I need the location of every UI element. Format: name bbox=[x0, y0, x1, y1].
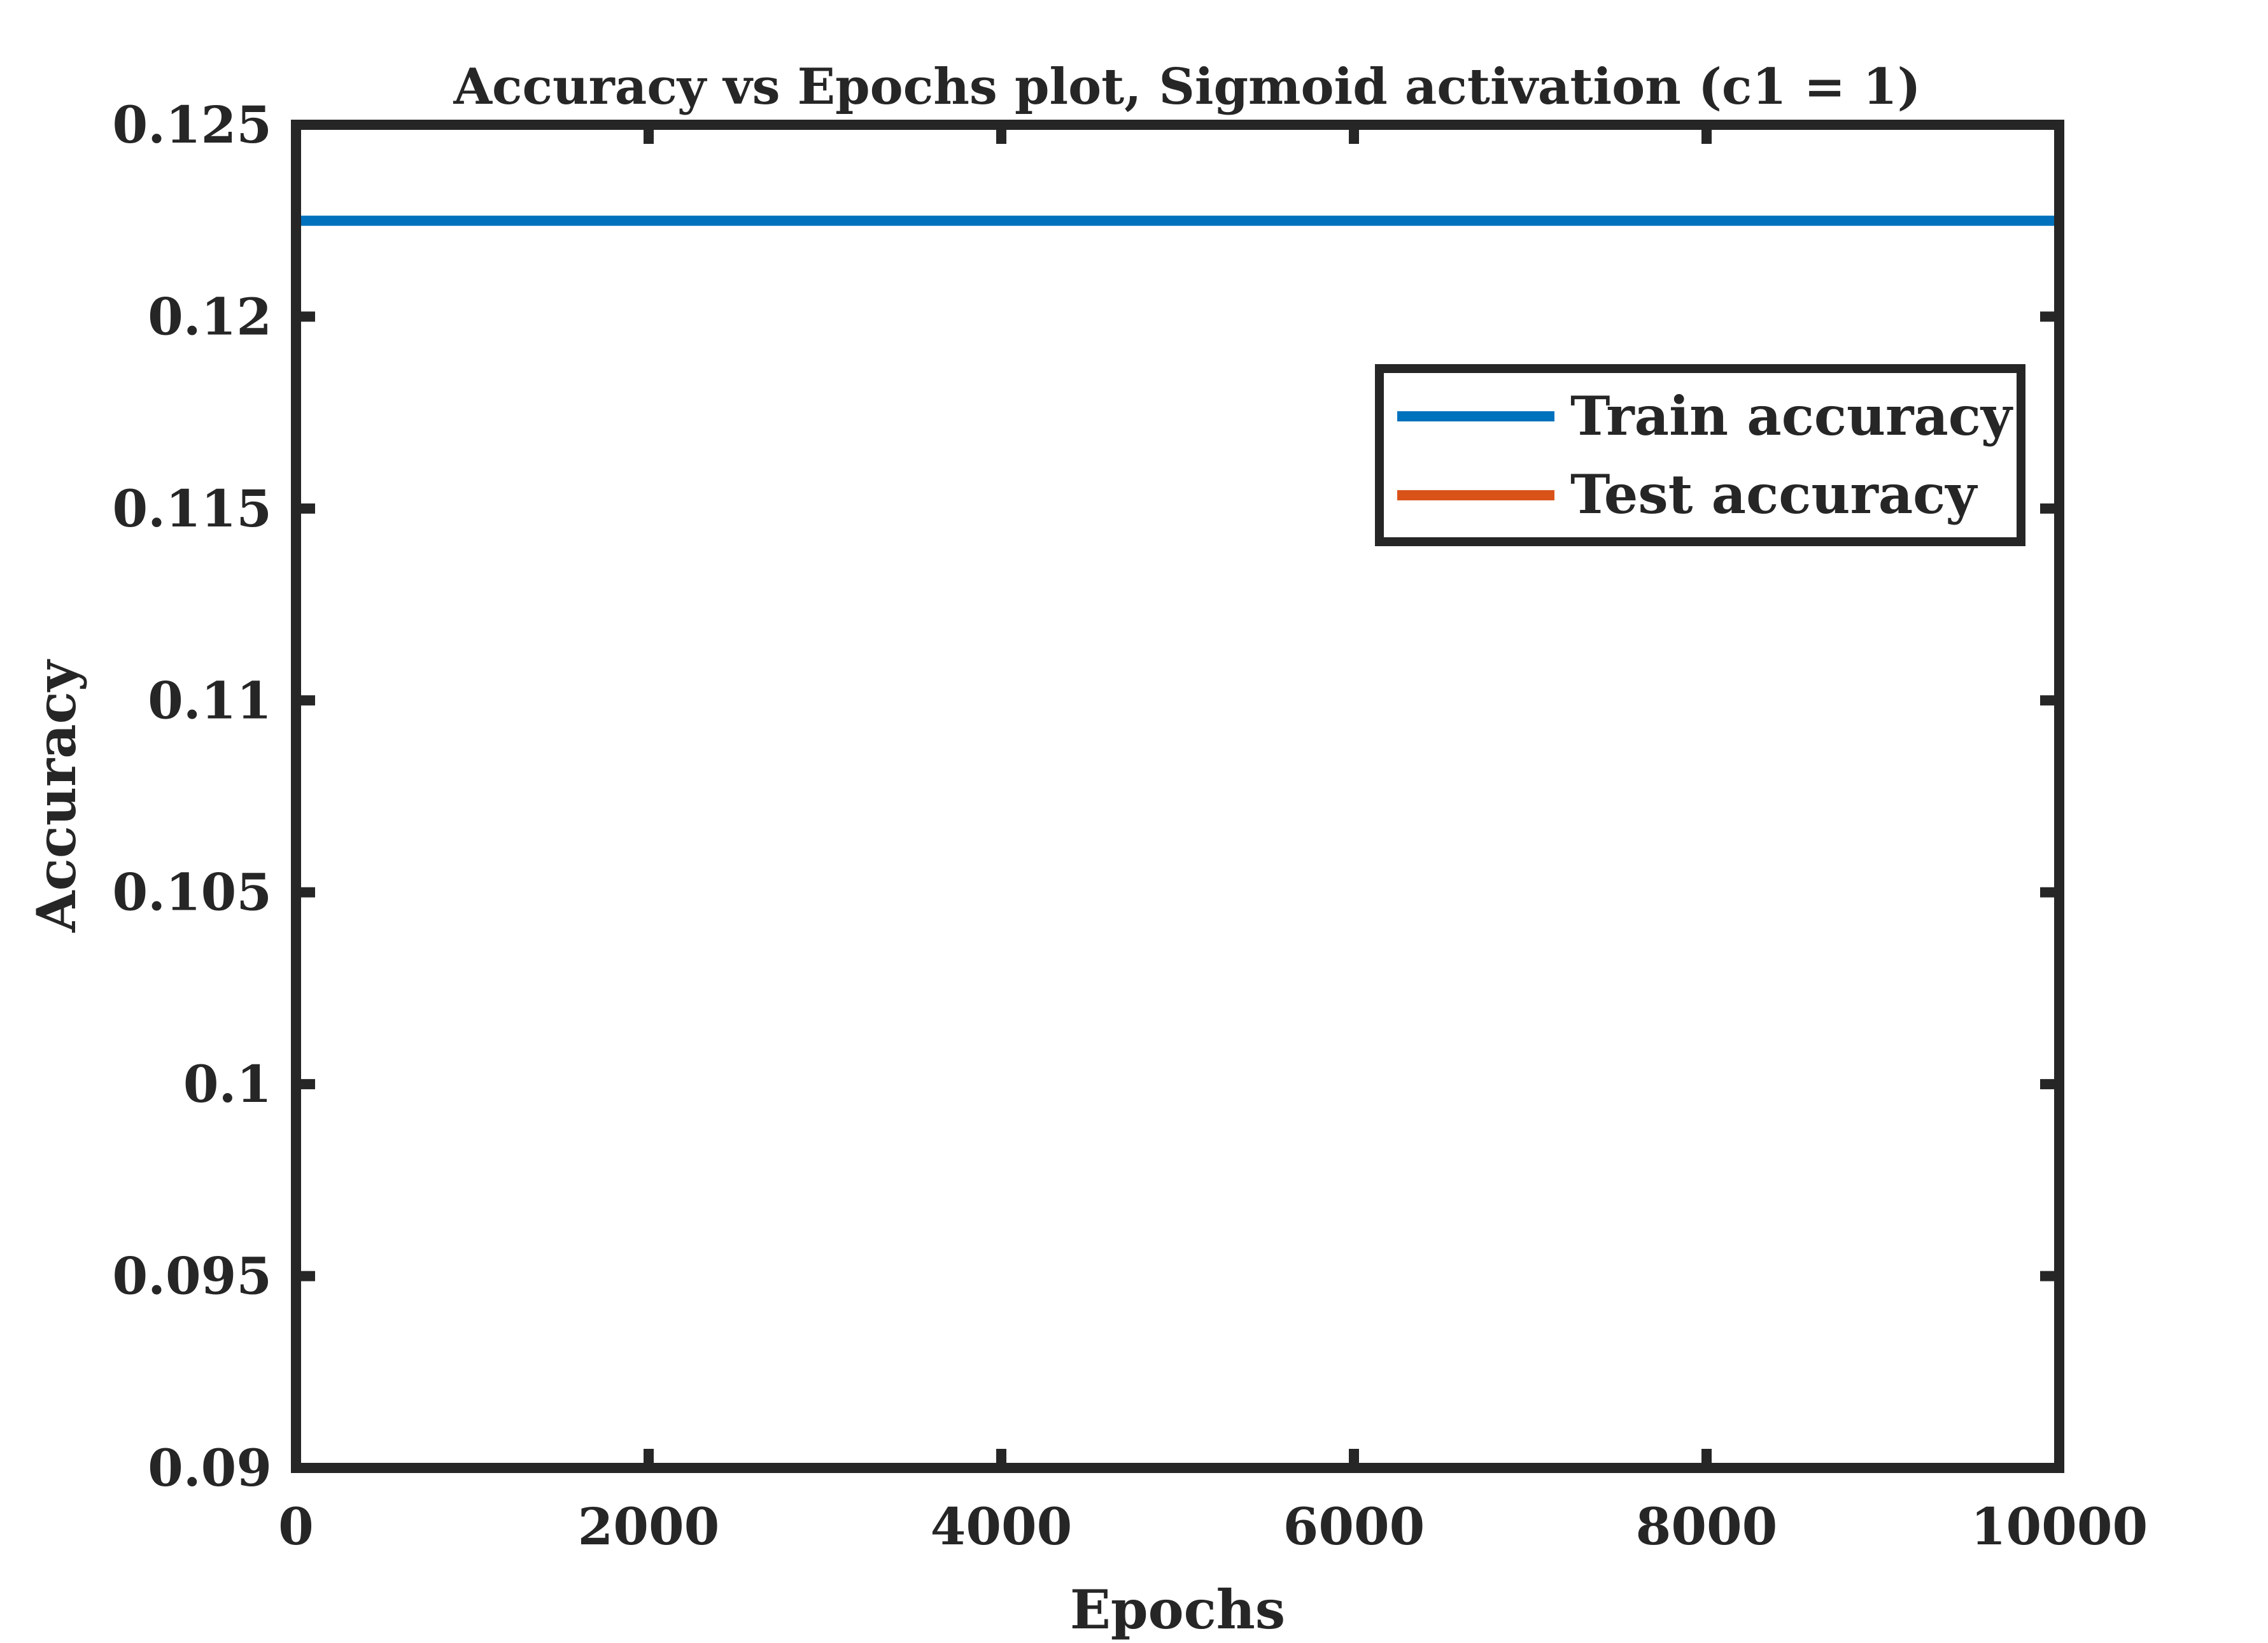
y-tick-label: 0.125 bbox=[112, 95, 272, 155]
x-axis-label: Epochs bbox=[1070, 1578, 1285, 1641]
plot-area-frame bbox=[291, 120, 2064, 1473]
y-tick-label: 0.09 bbox=[148, 1438, 272, 1498]
x-tick-label: 8000 bbox=[1636, 1497, 1778, 1556]
x-tick-label: 2000 bbox=[578, 1497, 720, 1556]
x-tick-label: 4000 bbox=[931, 1497, 1073, 1556]
legend-label-test-accuracy: Test accuracy bbox=[1570, 463, 1978, 526]
x-tick-label: 0 bbox=[278, 1497, 314, 1556]
legend: Train accuracy Test accuracy bbox=[1375, 364, 2025, 546]
tick-layer: 0 2000 4000 6000 8000 10000 0.09 0.095 0.1 0.105 0… bbox=[112, 95, 2148, 1556]
y-tick-label: 0.095 bbox=[112, 1246, 272, 1306]
chart-title: Accuracy vs Epochs plot, Sigmoid activat… bbox=[453, 58, 1920, 116]
y-tick-label: 0.12 bbox=[148, 286, 272, 346]
y-tick-label: 0.11 bbox=[148, 670, 272, 730]
x-tick-label: 6000 bbox=[1283, 1497, 1425, 1556]
y-tick-label: 0.1 bbox=[183, 1054, 272, 1114]
y-tick-label: 0.115 bbox=[112, 479, 272, 539]
y-tick-label: 0.105 bbox=[112, 863, 272, 922]
legend-box bbox=[1375, 364, 2025, 546]
legend-label-train-accuracy: Train accuracy bbox=[1570, 384, 2013, 448]
y-axis-label: Accuracy bbox=[25, 659, 88, 933]
x-tick-label: 10000 bbox=[1971, 1497, 2148, 1556]
